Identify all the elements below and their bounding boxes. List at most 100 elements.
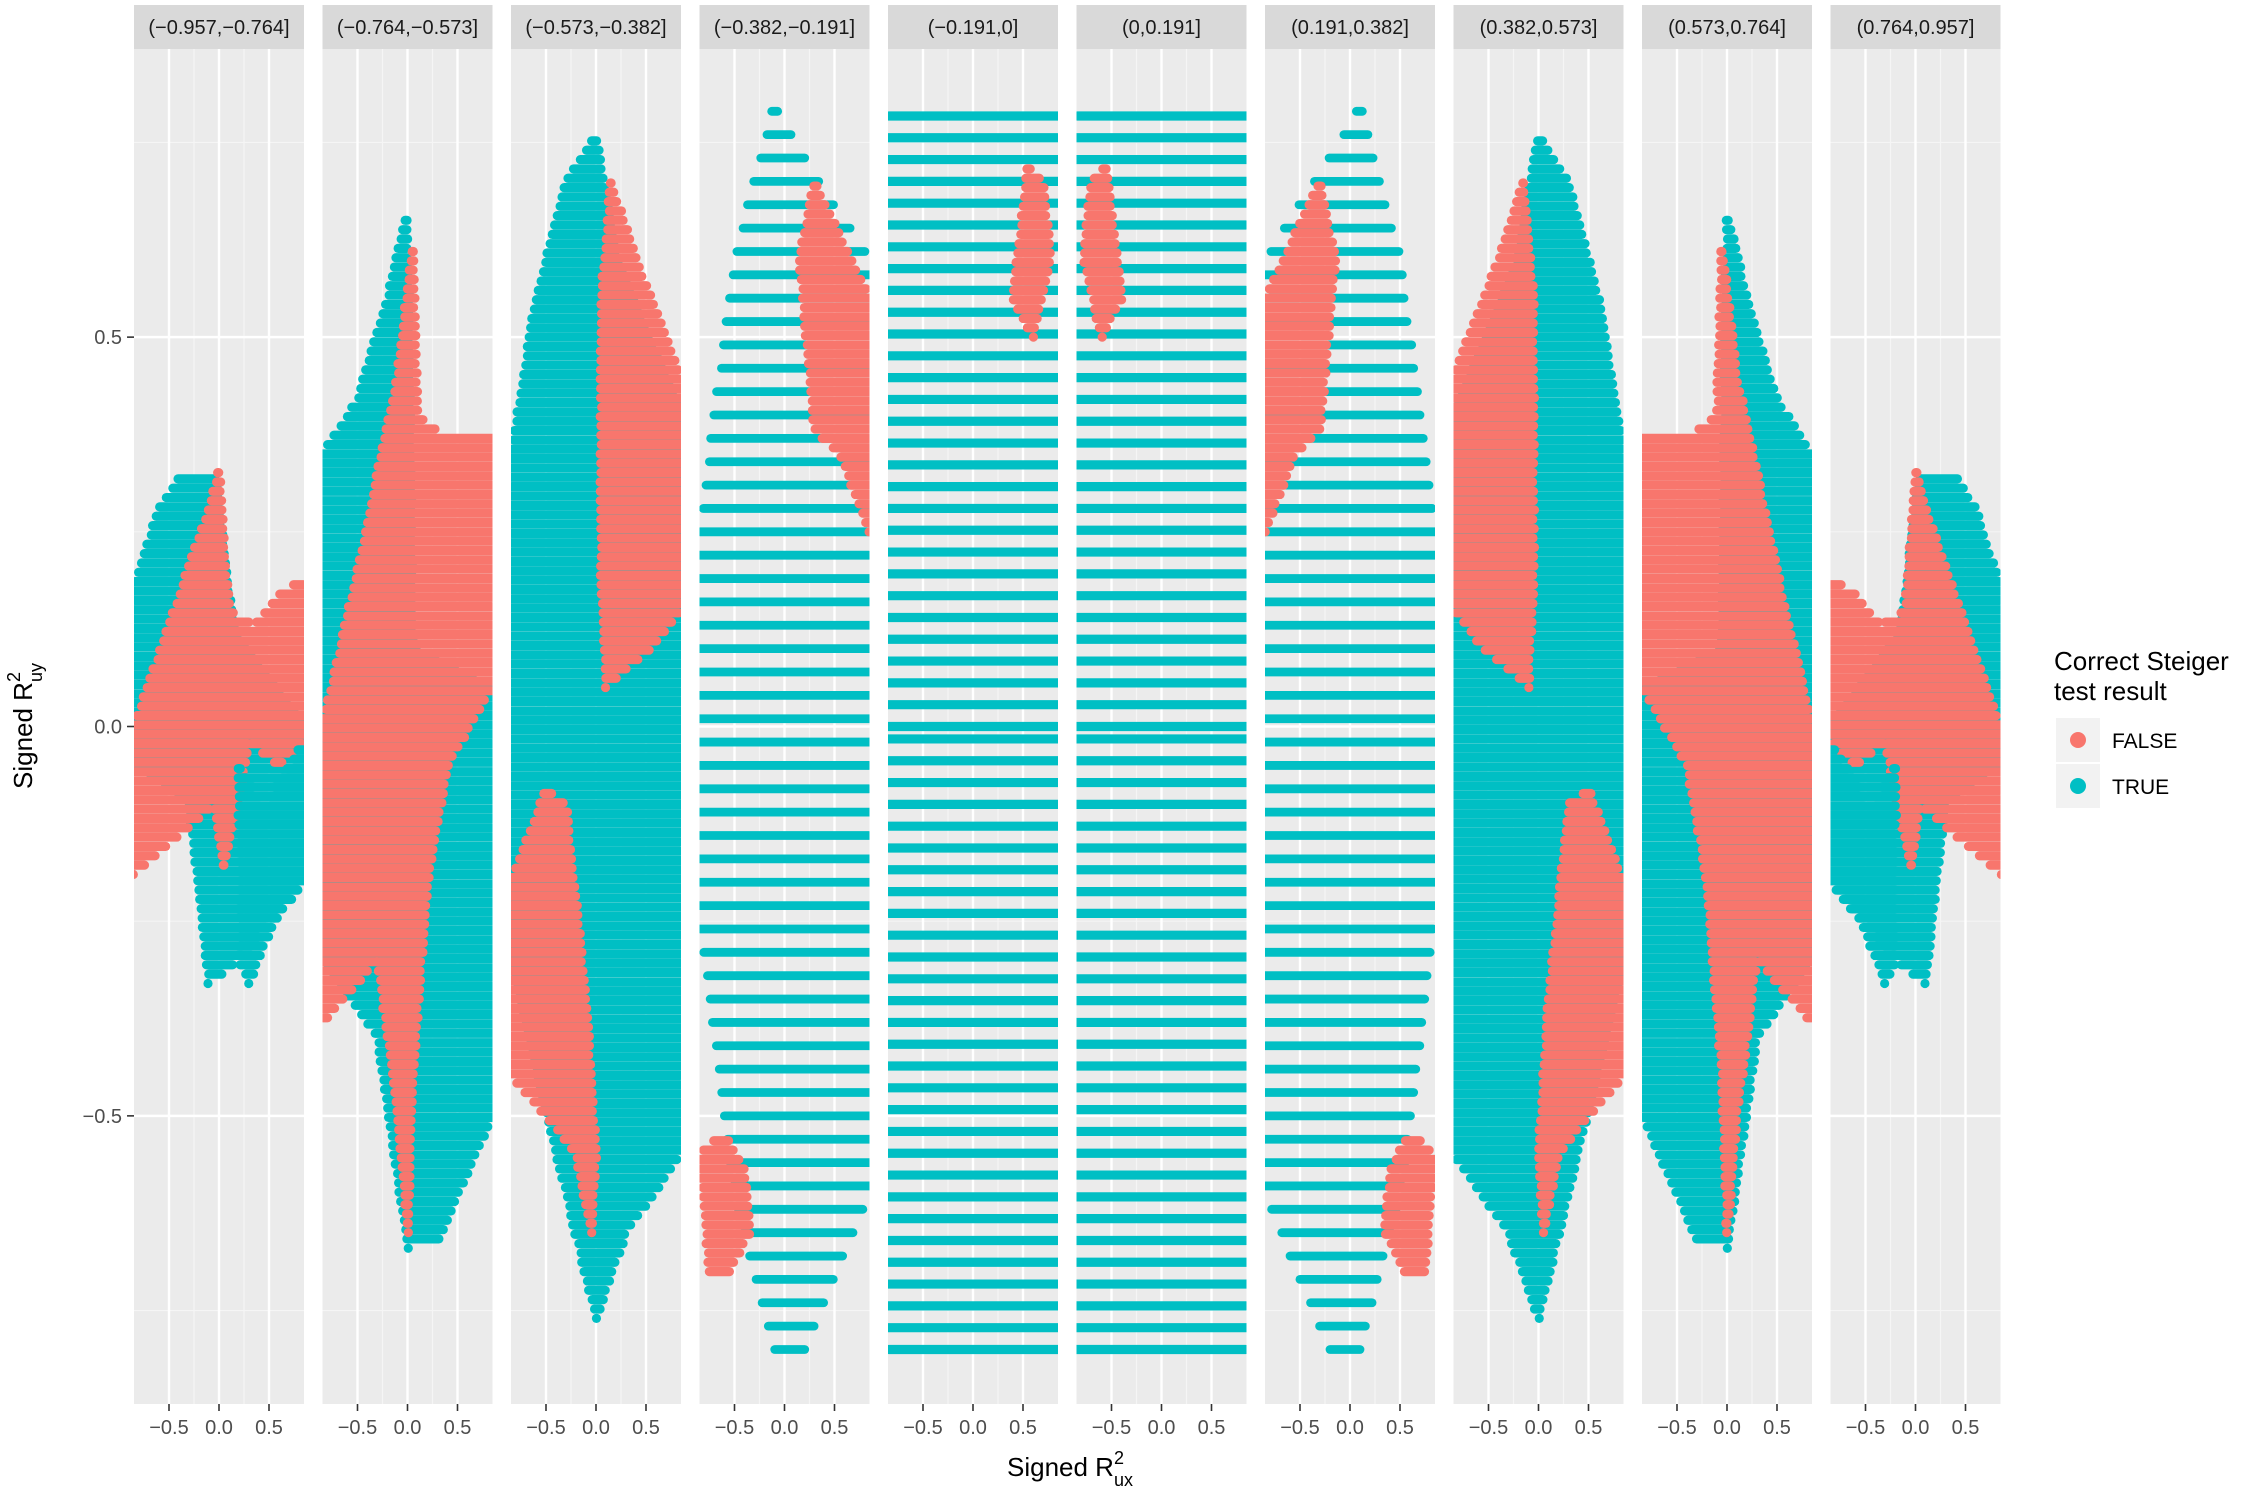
point-row (1076, 482, 1247, 492)
point-row (1667, 732, 1812, 743)
point-row (511, 891, 581, 901)
point-row (1469, 318, 1538, 328)
point-row (1265, 1158, 1410, 1167)
point-row (511, 809, 681, 819)
point-row (1830, 580, 1846, 590)
x-axis-title: Signed R2 ux (1007, 1448, 1133, 1490)
point-row (322, 938, 429, 948)
point-row (888, 678, 1058, 688)
point-row (1714, 312, 1734, 322)
point-row (1642, 686, 1809, 696)
x-tick-label: 0.0 (394, 1417, 422, 1439)
point-row (807, 405, 870, 415)
point-row (148, 664, 304, 674)
point-row (587, 1295, 608, 1305)
point-row (795, 265, 861, 275)
point-row (1278, 256, 1341, 266)
point-row (1094, 323, 1111, 333)
point-row (888, 1257, 1058, 1267)
point-row (322, 723, 473, 733)
point-row (1453, 486, 1539, 496)
point-row (751, 1275, 838, 1284)
facet-points (322, 215, 493, 1253)
point-row (322, 816, 443, 827)
x-tick-label: 0.5 (821, 1417, 849, 1439)
point-row (1915, 474, 1963, 484)
point-row (1453, 678, 1624, 688)
point-row (398, 321, 420, 331)
point-row (1642, 545, 1779, 556)
point-row (1265, 359, 1330, 369)
point-row (1453, 524, 1539, 534)
point-row (1885, 767, 2001, 777)
point-row (888, 1235, 1058, 1246)
point-row (1517, 229, 1587, 239)
point-row (134, 748, 252, 758)
point-row (1381, 1210, 1434, 1221)
point-row (1519, 220, 1585, 230)
point-row (134, 860, 150, 870)
point-row (396, 1153, 415, 1163)
point-row (703, 971, 870, 981)
point-row (1453, 668, 1624, 679)
point-row (1018, 313, 1042, 324)
x-tick-label: −0.5 (149, 1417, 188, 1439)
point-row (1910, 477, 1924, 487)
point-row (601, 243, 638, 253)
point-row (888, 1017, 1058, 1028)
point-row (1830, 820, 1900, 830)
point-row (1719, 1125, 1741, 1135)
point-row (888, 394, 1058, 405)
point-row (1453, 687, 1624, 697)
point-row (1265, 784, 1435, 794)
point-row (142, 682, 304, 693)
point-row (235, 913, 282, 923)
point-row (800, 330, 870, 341)
point-row (511, 947, 587, 957)
point-row (521, 835, 574, 845)
point-row (1265, 396, 1328, 406)
point-row (1547, 957, 1624, 967)
point-row (1453, 393, 1540, 403)
point-row (1830, 664, 1986, 674)
point-row (1295, 218, 1333, 229)
point-row (404, 265, 418, 275)
point-row (888, 756, 1058, 766)
point-row (803, 359, 870, 369)
point-row (402, 1218, 413, 1228)
point-row (329, 667, 493, 677)
point-row (565, 1201, 651, 1211)
point-row (574, 1238, 628, 1249)
point-row (535, 798, 568, 808)
facet-panel-9: (0.573,0.764] −0.5 0.0 0.5 (1642, 5, 1812, 1439)
point-row (398, 225, 412, 235)
point-row (511, 994, 591, 1004)
x-tick-label: 0.5 (255, 1417, 283, 1439)
point-row (599, 626, 670, 637)
point-row (888, 547, 1058, 557)
point-row (559, 1134, 600, 1144)
point-row (1089, 173, 1113, 183)
point-row (1715, 284, 1732, 294)
point-row (1870, 950, 1901, 961)
point-row (714, 1064, 870, 1074)
point-row (282, 763, 304, 774)
point-row (1830, 710, 2001, 721)
point-row (1076, 777, 1247, 788)
point-row (1687, 788, 1812, 799)
point-row (400, 215, 412, 225)
point-row (134, 813, 204, 823)
point-row (1492, 654, 1534, 665)
x-tick-label: −0.5 (526, 1417, 565, 1439)
y-tick-label: 0.0 (94, 717, 122, 739)
point-row (529, 816, 573, 827)
y-axis-title: Signed R2 uy (4, 663, 46, 789)
point-row (1265, 1064, 1421, 1074)
point-row (1642, 517, 1772, 528)
point-row (1901, 589, 1959, 599)
facet-points (1453, 136, 1624, 1323)
point-row (1076, 656, 1247, 666)
point-row (1830, 720, 2001, 730)
point-row (595, 365, 681, 375)
point-row (888, 700, 1058, 710)
